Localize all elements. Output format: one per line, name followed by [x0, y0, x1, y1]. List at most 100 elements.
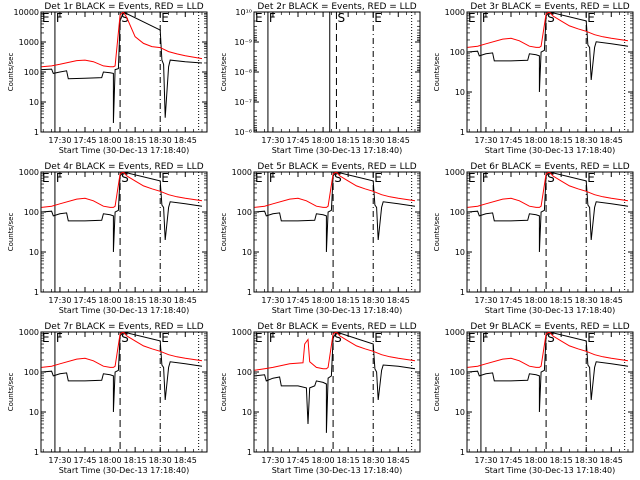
chart-title: Det 8r BLACK = Events, RED = LLD — [257, 322, 416, 332]
x-tick-label: 18:00 — [99, 296, 122, 305]
event-marker-label: E — [161, 11, 169, 25]
x-tick-label: 17:30 — [474, 296, 497, 305]
x-tick-label: 17:30 — [261, 136, 284, 145]
event-marker-label: S — [121, 11, 129, 25]
x-tick-label: 17:30 — [474, 136, 497, 145]
x-axis-label: Start Time (30-Dec-13 17:18:40) — [59, 306, 190, 315]
y-tick-label: 10 — [29, 248, 39, 257]
event-marker-label: E — [587, 171, 595, 185]
plot-frame — [253, 331, 421, 453]
y-tick-label: 1 — [460, 288, 465, 297]
y-tick-label: 1000 — [232, 168, 252, 177]
x-tick-label: 18:45 — [387, 296, 410, 305]
x-tick-label: 18:30 — [575, 456, 598, 465]
y-tick-label: 1 — [34, 288, 39, 297]
plot-frame — [466, 331, 634, 453]
chart-title: Det 1r BLACK = Events, RED = LLD — [44, 2, 203, 12]
chart-title: Det 9r BLACK = Events, RED = LLD — [470, 322, 629, 332]
x-tick-label: 18:15 — [550, 296, 573, 305]
event-marker-label: S — [337, 11, 345, 25]
x-tick-label: 18:00 — [312, 296, 335, 305]
event-marker-label: F — [56, 171, 63, 185]
x-axis-label: Start Time (30-Dec-13 17:18:40) — [272, 146, 403, 155]
event-marker-label: S — [547, 331, 555, 345]
events-series-line — [41, 172, 203, 253]
x-tick-label: 18:15 — [124, 296, 147, 305]
x-axis-label: Start Time (30-Dec-13 17:18:40) — [485, 466, 616, 475]
x-tick-label: 18:00 — [312, 456, 335, 465]
x-tick-label: 18:15 — [124, 136, 147, 145]
event-marker-label: S — [121, 171, 129, 185]
event-marker-label: F — [269, 331, 276, 345]
chart-panel: Det 4r BLACK = Events, RED = LLD Start Ti… — [7, 162, 208, 315]
x-axis-label: Start Time (30-Dec-13 17:18:40) — [485, 146, 616, 155]
chart-panel: Det 9r BLACK = Events, RED = LLD Start Ti… — [433, 322, 634, 475]
x-tick-label: 18:15 — [337, 136, 360, 145]
x-tick-label: 18:30 — [362, 456, 385, 465]
y-tick-label: 10⁻⁸ — [234, 68, 252, 77]
event-marker-label: E — [468, 171, 476, 185]
x-tick-label: 17:45 — [499, 456, 522, 465]
x-tick-label: 18:00 — [312, 136, 335, 145]
events-series-line — [467, 12, 629, 93]
event-marker-label: F — [482, 171, 489, 185]
y-tick-label: 10 — [242, 408, 252, 417]
y-tick-label: 100 — [450, 368, 465, 377]
x-tick-label: 18:30 — [149, 456, 172, 465]
chart-title: Det 2r BLACK = Events, RED = LLD — [257, 2, 416, 12]
x-tick-label: 18:45 — [387, 456, 410, 465]
chart-title: Det 6r BLACK = Events, RED = LLD — [470, 162, 629, 172]
plot-frame — [466, 11, 634, 133]
event-marker-label: E — [374, 331, 382, 345]
y-tick-label: 1 — [460, 128, 465, 137]
event-marker-label: F — [269, 171, 276, 185]
chart-panel: Det 7r BLACK = Events, RED = LLD Start Ti… — [7, 322, 208, 475]
event-marker-label: E — [255, 331, 263, 345]
x-tick-label: 17:45 — [73, 296, 96, 305]
event-marker-label: S — [547, 11, 555, 25]
event-marker-label: F — [56, 11, 63, 25]
chart-panel: Det 8r BLACK = Events, RED = LLD Start Ti… — [220, 322, 421, 475]
lld-series-line — [254, 172, 416, 208]
chart-panel: Det 1r BLACK = Events, RED = LLD Start Ti… — [7, 2, 208, 155]
x-tick-label: 18:45 — [174, 136, 197, 145]
x-tick-label: 17:30 — [48, 296, 71, 305]
x-tick-label: 17:30 — [474, 456, 497, 465]
chart-title: Det 4r BLACK = Events, RED = LLD — [44, 162, 203, 172]
plot-frame — [40, 331, 208, 453]
event-marker-label: S — [334, 171, 342, 185]
y-tick-label: 10 — [29, 98, 39, 107]
x-tick-label: 17:30 — [261, 296, 284, 305]
y-tick-label: 10 — [455, 88, 465, 97]
x-tick-label: 17:45 — [286, 296, 309, 305]
x-tick-label: 18:15 — [550, 136, 573, 145]
y-tick-label: 100 — [237, 208, 252, 217]
chart-title: Det 5r BLACK = Events, RED = LLD — [257, 162, 416, 172]
events-series-line — [254, 332, 416, 433]
y-tick-label: 10 — [29, 408, 39, 417]
y-tick-label: 10 — [455, 408, 465, 417]
x-tick-label: 18:00 — [99, 136, 122, 145]
x-tick-label: 17:30 — [48, 456, 71, 465]
x-tick-label: 18:00 — [525, 296, 548, 305]
chart-panel: Det 5r BLACK = Events, RED = LLD Start Ti… — [220, 162, 421, 315]
y-axis-label: Counts/sec — [220, 53, 228, 92]
y-tick-label: 1 — [34, 128, 39, 137]
x-tick-label: 18:30 — [149, 296, 172, 305]
y-tick-label: 100 — [24, 368, 39, 377]
chart-title: Det 3r BLACK = Events, RED = LLD — [470, 2, 629, 12]
x-tick-label: 18:15 — [550, 456, 573, 465]
x-tick-label: 17:30 — [48, 136, 71, 145]
y-axis-label: Counts/sec — [433, 373, 441, 412]
events-series-line — [41, 12, 203, 124]
y-tick-label: 10 — [455, 248, 465, 257]
chart-panel: Det 2r BLACK = Events, RED = LLD Start Ti… — [220, 2, 421, 155]
x-tick-label: 17:45 — [73, 136, 96, 145]
events-series-line — [254, 172, 416, 253]
lld-series-line — [41, 332, 203, 368]
y-axis-label: Counts/sec — [7, 373, 15, 412]
event-marker-label: F — [56, 331, 63, 345]
y-tick-label: 100 — [237, 368, 252, 377]
x-tick-label: 18:30 — [362, 136, 385, 145]
